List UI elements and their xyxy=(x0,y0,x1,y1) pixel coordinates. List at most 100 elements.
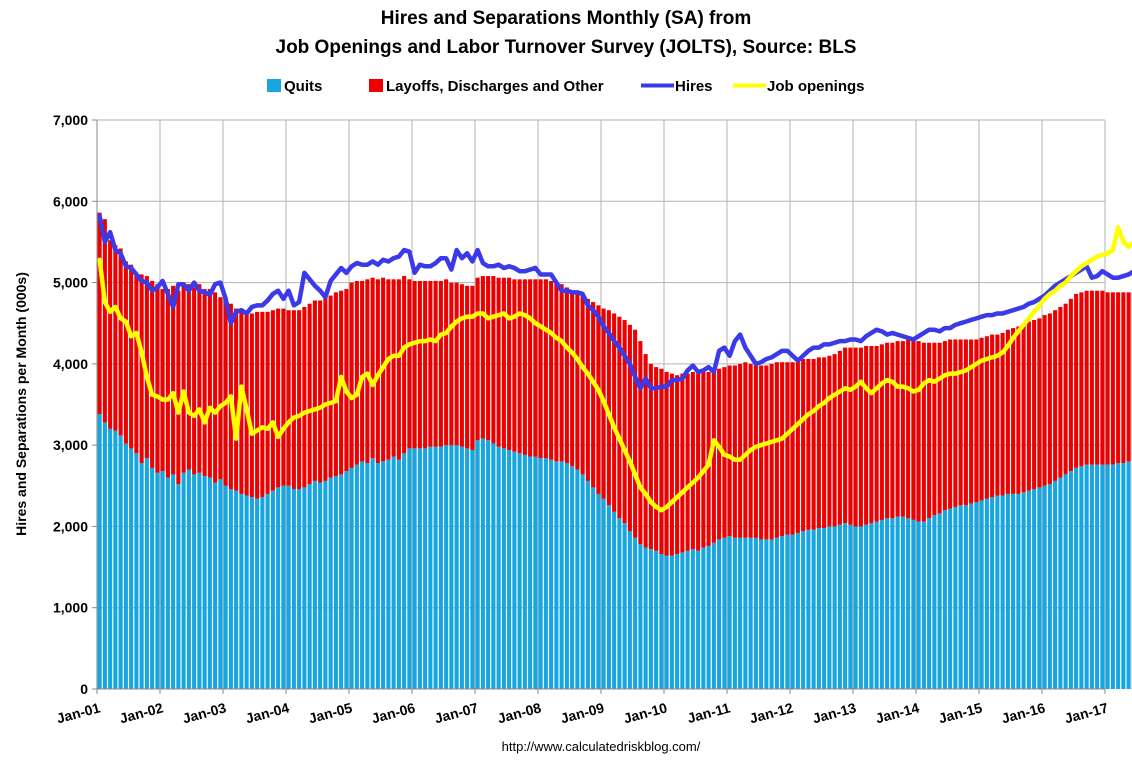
quits-bar xyxy=(984,498,989,689)
layoffs-bar xyxy=(160,289,165,472)
layoffs-bar xyxy=(995,334,1000,496)
quits-bar xyxy=(1000,495,1005,689)
quits-bar xyxy=(995,495,1000,689)
layoffs-bar xyxy=(591,302,596,488)
quits-bar xyxy=(480,438,485,689)
quits-bar xyxy=(1116,463,1121,689)
layoffs-bar xyxy=(549,280,554,460)
quits-bar xyxy=(417,448,422,689)
layoffs-bar xyxy=(564,287,569,464)
layoffs-bar xyxy=(580,295,585,475)
quits-bar xyxy=(895,516,900,689)
layoffs-bar xyxy=(1089,290,1094,465)
layoffs-bar xyxy=(391,279,396,457)
layoffs-bar xyxy=(1021,324,1026,493)
quits-bar xyxy=(1100,464,1105,689)
chart-subtitle: Job Openings and Labor Turnover Survey (… xyxy=(276,37,857,58)
quits-bar xyxy=(1053,480,1058,689)
quits-bar xyxy=(1037,487,1042,689)
legend-swatch xyxy=(369,79,383,92)
quits-bar xyxy=(643,547,648,689)
layoffs-bar xyxy=(643,354,648,548)
quits-bar xyxy=(249,497,254,689)
legend-item: Quits xyxy=(267,78,322,95)
quits-bar xyxy=(522,454,527,689)
quits-bar xyxy=(281,485,286,689)
layoffs-bar xyxy=(627,324,632,532)
layoffs-bar xyxy=(822,357,827,529)
quits-bar xyxy=(428,446,433,689)
quits-bar xyxy=(864,524,869,689)
layoffs-bar xyxy=(795,360,800,533)
quits-bar xyxy=(575,469,580,689)
layoffs-bar xyxy=(522,279,527,455)
layoffs-bar xyxy=(1105,292,1110,465)
hires-line xyxy=(97,213,1132,391)
layoffs-bar xyxy=(417,280,422,449)
layoffs-bar xyxy=(433,280,438,447)
layoffs-bar xyxy=(979,337,984,501)
layoffs-bar xyxy=(890,342,895,519)
quits-bar xyxy=(307,484,312,689)
quits-bar xyxy=(333,476,338,689)
layoffs-bar xyxy=(507,277,512,451)
legend-label: Quits xyxy=(284,78,322,95)
quits-bar xyxy=(559,461,564,689)
layoffs-bar xyxy=(832,354,837,527)
layoffs-bar xyxy=(270,310,275,491)
quits-bar xyxy=(402,453,407,689)
layoffs-bar xyxy=(480,276,485,439)
layoffs-bar xyxy=(192,287,197,475)
gridlines xyxy=(97,119,1106,689)
quits-bar xyxy=(717,539,722,689)
quits-bar xyxy=(606,505,611,689)
quits-bar xyxy=(213,482,218,689)
layoffs-bar xyxy=(801,358,806,532)
layoffs-bar xyxy=(606,310,611,506)
quits-bar xyxy=(685,550,690,689)
quits-bar xyxy=(150,467,155,689)
layoffs-bar xyxy=(150,280,155,468)
layoffs-bar xyxy=(449,282,454,446)
layoffs-bar xyxy=(732,365,737,538)
layoffs-bar xyxy=(675,375,680,555)
quits-bar xyxy=(591,487,596,689)
quits-bar xyxy=(291,489,296,689)
quits-bar xyxy=(323,480,328,689)
layoffs-bar xyxy=(286,310,291,486)
quits-bar xyxy=(1026,490,1031,689)
quits-bar xyxy=(1126,461,1131,689)
quits-bar xyxy=(381,461,386,689)
quits-bar xyxy=(543,458,548,689)
quits-bar xyxy=(601,498,606,689)
quits-bar xyxy=(118,435,123,689)
quits-bar xyxy=(1021,492,1026,689)
layoffs-bar xyxy=(255,311,260,499)
quits-bar xyxy=(265,493,270,689)
quits-bar xyxy=(879,519,884,689)
quits-bar xyxy=(375,463,380,689)
layoffs-bar xyxy=(260,311,265,498)
quits-bar xyxy=(349,467,354,689)
quits-bar xyxy=(963,505,968,689)
quits-bar xyxy=(706,545,711,689)
quits-bar xyxy=(444,445,449,689)
layoffs-bar xyxy=(559,284,564,462)
layoffs-bar xyxy=(638,341,643,545)
quits-bar xyxy=(108,428,113,689)
layoffs-bar xyxy=(328,295,333,478)
quits-bar xyxy=(207,477,212,689)
quits-bar xyxy=(549,459,554,689)
y-tick-label: 0 xyxy=(80,681,88,697)
layoffs-bar xyxy=(538,279,543,459)
quits-bar xyxy=(1042,485,1047,689)
quits-bar xyxy=(1016,493,1021,689)
quits-bar xyxy=(1011,493,1016,689)
layoffs-bar xyxy=(554,282,559,462)
layoffs-bar xyxy=(596,305,601,494)
layoffs-bar xyxy=(622,319,627,524)
quits-bar xyxy=(423,448,428,689)
quits-bar xyxy=(223,485,228,689)
quits-bar xyxy=(675,554,680,689)
quits-bar xyxy=(837,524,842,689)
